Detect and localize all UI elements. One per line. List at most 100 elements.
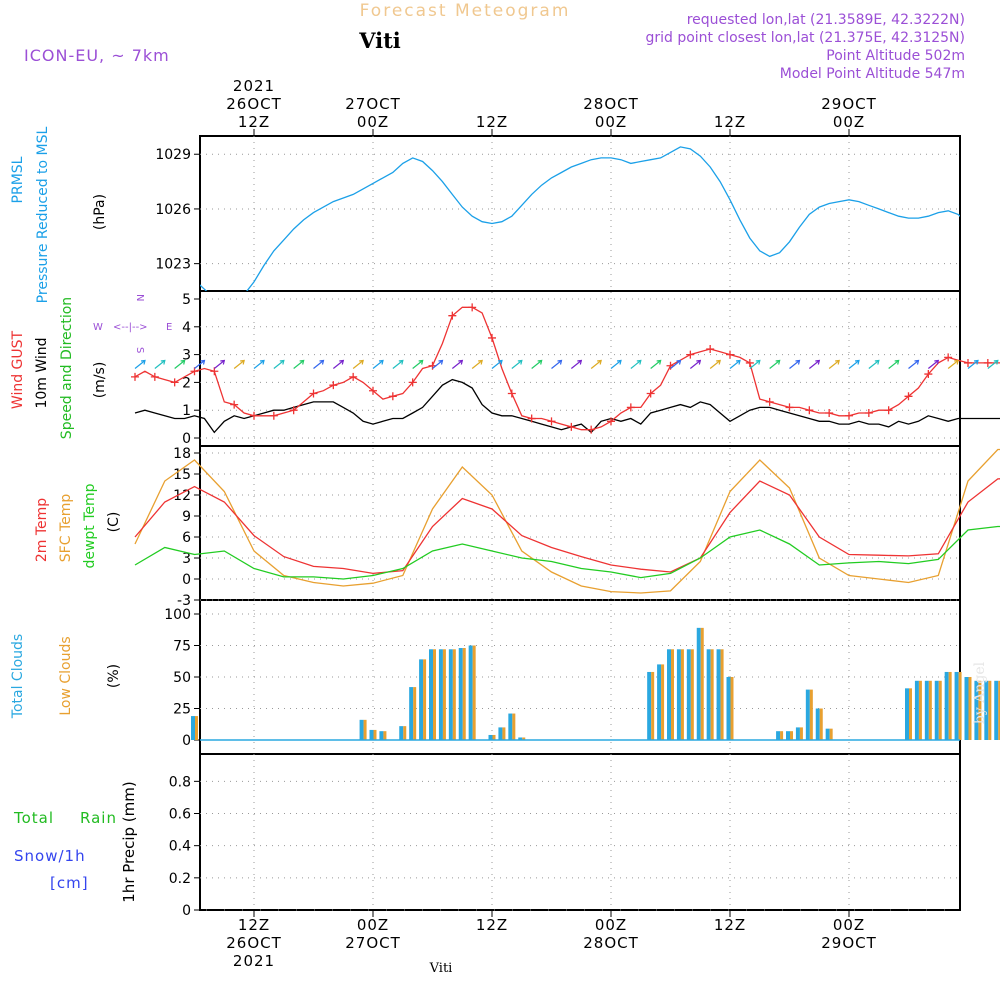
total-cloud-bar <box>488 734 493 740</box>
direction-arrow <box>987 360 999 369</box>
direction-arrow-head <box>775 359 781 365</box>
y-tick-label: 9 <box>182 509 191 525</box>
y-tick-label: 0 <box>182 903 191 919</box>
low-cloud-bar <box>671 649 674 740</box>
gust-marker <box>349 372 358 381</box>
gust-marker <box>964 358 972 367</box>
direction-arrow <box>967 360 979 369</box>
bottom-tick-label: 26OCT <box>226 934 282 952</box>
top-tick-label: 26OCT <box>226 95 282 113</box>
direction-arrow <box>253 360 265 369</box>
bottom-tick-label: 00Z <box>595 916 627 934</box>
total-cloud-bar <box>419 659 424 740</box>
total-cloud-bar <box>944 671 949 740</box>
low-cloud-bar <box>938 680 942 740</box>
direction-arrow <box>134 360 146 369</box>
y-tick-label: 1026 <box>155 202 191 218</box>
watermark: by Angel <box>972 661 988 724</box>
gust-marker <box>686 350 695 359</box>
precip-labels: Total Rain Snow/1h [cm] 1hr Precip (mm) <box>13 781 138 902</box>
bottom-tick-label: 27OCT <box>345 934 401 952</box>
direction-arrow-head <box>914 359 920 365</box>
temp-labels: 2m Temp SFC Temp dewpt Temp (C) <box>34 483 122 568</box>
total-cloud-bar <box>914 680 919 740</box>
direction-arrow <box>570 360 582 369</box>
direction-arrow-head <box>497 359 503 365</box>
low-cloud-bar <box>819 708 823 740</box>
direction-arrow-head <box>815 359 821 365</box>
direction-arrow-head <box>517 359 523 365</box>
dewpt-line <box>134 525 1000 580</box>
y-tick-label: 75 <box>173 639 191 655</box>
top-tick-label: 2021 <box>233 77 275 95</box>
direction-arrow-head <box>160 359 166 365</box>
direction-arrow-head <box>636 359 642 365</box>
direction-arrow <box>392 360 404 369</box>
low-cloud-bar <box>472 645 476 740</box>
t2m-label: 2m Temp <box>34 498 50 562</box>
dewpt-label: dewpt Temp <box>82 483 98 568</box>
gust-marker <box>250 411 258 420</box>
gust-marker <box>388 392 397 401</box>
top-tick-label: 12Z <box>476 113 508 131</box>
temp-unit-label: (C) <box>106 512 122 533</box>
top-tick-label: 12Z <box>238 113 270 131</box>
low-cloud-bar <box>680 649 684 740</box>
direction-arrow-head <box>973 359 979 365</box>
direction-arrow <box>213 360 225 369</box>
gust-marker <box>408 378 417 387</box>
direction-arrow-head <box>934 359 940 365</box>
y-tick-label: 0.8 <box>169 774 191 790</box>
direction-arrow <box>352 360 364 369</box>
direction-arrow <box>491 360 503 369</box>
low-clouds-label: Low Clouds <box>58 636 74 715</box>
footer-location: Viti <box>429 961 453 976</box>
total-cloud-bar <box>805 689 810 740</box>
model-name: ICON-EU, ~ 7km <box>24 46 170 65</box>
y-tick-label: 0 <box>182 431 191 447</box>
gust-marker <box>507 389 516 398</box>
direction-arrow <box>293 360 305 369</box>
low-cloud-bar <box>948 671 952 740</box>
low-cloud-bar <box>918 680 922 740</box>
total-cloud-bar <box>508 713 513 740</box>
direction-arrow <box>868 360 880 369</box>
clouds-unit-label: (%) <box>106 664 122 688</box>
direction-arrow-head <box>319 359 325 365</box>
low-cloud-bar <box>790 731 793 740</box>
direction-arrow-head <box>339 359 345 365</box>
y-tick-label: 6 <box>182 530 191 546</box>
direction-arrow <box>729 360 741 369</box>
y-tick-label: 25 <box>173 702 191 718</box>
low-cloud-bar <box>998 680 1000 740</box>
direction-arrow <box>610 360 622 369</box>
low-cloud-bar <box>373 729 377 740</box>
y-tick-label: 0.6 <box>169 807 191 823</box>
gust-marker <box>765 397 774 406</box>
low-cloud-bar <box>651 671 655 740</box>
direction-arrow <box>432 360 443 369</box>
direction-label: Speed and Direction <box>59 297 75 439</box>
y-tick-label: 2 <box>182 375 191 391</box>
low-cloud-bar <box>780 731 784 740</box>
gust-marker <box>825 408 834 417</box>
bottom-tick-label: 29OCT <box>821 934 877 952</box>
gust-marker <box>864 408 873 417</box>
rain-label: Total <box>13 809 54 827</box>
total-cloud-bar <box>964 677 969 740</box>
top-tick-label: 29OCT <box>821 95 877 113</box>
precip-unit-label: 1hr Precip (mm) <box>120 781 138 902</box>
top-tick-label: 00Z <box>833 113 865 131</box>
y-axis-ticks: 102310261029012345-303691215180255075100… <box>155 147 200 919</box>
direction-arrow <box>947 360 959 369</box>
low-cloud-bar <box>383 731 387 740</box>
direction-arrow-head <box>220 359 226 365</box>
gust-marker <box>190 367 199 376</box>
total-cloud-bar <box>647 671 652 740</box>
low-cloud-bar <box>730 677 734 740</box>
gust-marker <box>904 392 913 401</box>
direction-arrow <box>670 360 681 369</box>
pressure-unit-label: (hPa) <box>92 194 108 230</box>
